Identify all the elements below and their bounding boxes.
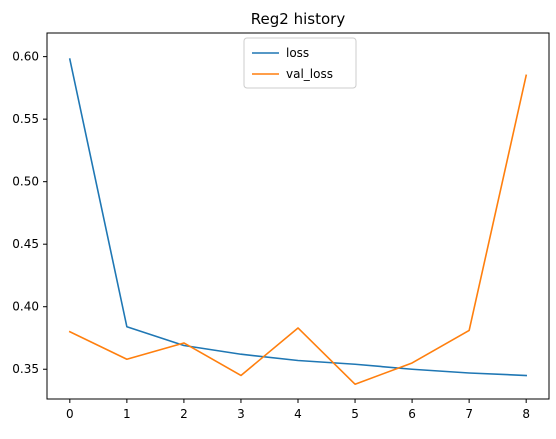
x-tick-label: 2 <box>180 407 188 421</box>
y-tick-label: 0.40 <box>12 300 39 314</box>
y-tick-label: 0.60 <box>12 50 39 64</box>
x-tick-label: 7 <box>465 407 473 421</box>
legend-label-loss: loss <box>286 46 309 60</box>
x-tick-label: 4 <box>294 407 302 421</box>
x-tick-label: 6 <box>408 407 416 421</box>
legend: loss val_loss <box>243 37 357 89</box>
chart-title: Reg2 history <box>251 10 346 28</box>
y-tick-label: 0.45 <box>12 237 39 251</box>
legend-label-val-loss: val_loss <box>286 67 333 81</box>
series-layer <box>68 58 528 386</box>
x-tick-label: 1 <box>123 407 131 421</box>
legend-box <box>243 37 357 89</box>
x-tick-label: 0 <box>66 407 74 421</box>
x-tick-label: 3 <box>237 407 245 421</box>
x-tick-label: 8 <box>522 407 530 421</box>
axes: 0 1 2 3 4 5 6 7 8 0.35 0.40 0.45 0.50 0.55 0.60 <box>12 32 550 421</box>
series-line-val-loss <box>68 74 528 386</box>
x-tick-label: 5 <box>351 407 359 421</box>
series-line-loss <box>68 58 528 377</box>
y-tick-label: 0.50 <box>12 175 39 189</box>
y-tick-label: 0.55 <box>12 112 39 126</box>
y-tick-label: 0.35 <box>12 362 39 376</box>
